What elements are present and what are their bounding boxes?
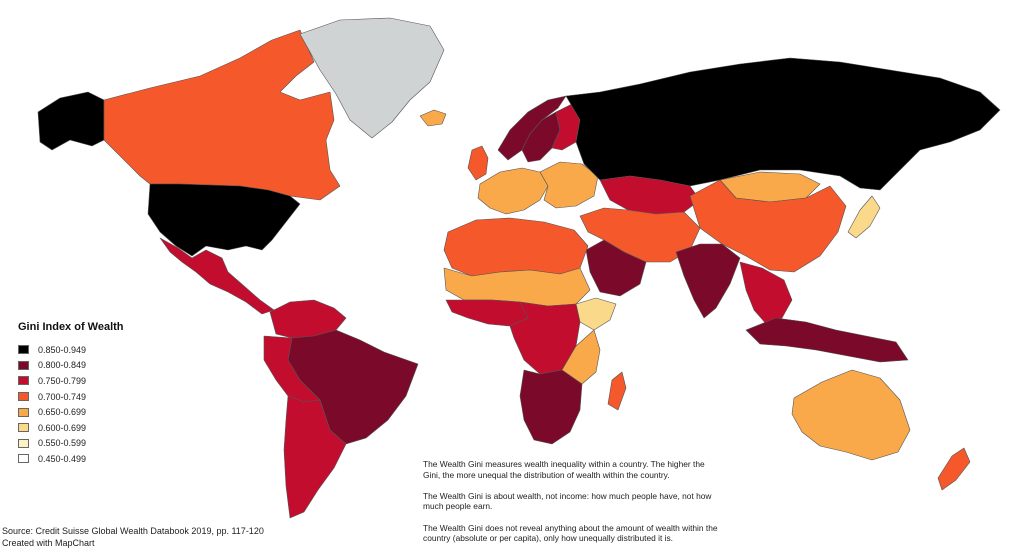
legend-item: 0.650-0.699 [18, 404, 168, 420]
legend-item: 0.700-0.749 [18, 389, 168, 405]
region-west-africa [445, 299, 529, 327]
legend-item: 0.550-0.599 [18, 436, 168, 452]
legend-label: 0.700-0.749 [38, 391, 87, 402]
region-china [689, 179, 847, 273]
legend-swatch [18, 392, 29, 402]
region-north-africa [443, 217, 589, 277]
legend-swatch [18, 407, 29, 417]
legend-item: 0.600-0.699 [18, 420, 168, 436]
region-colombia-venezuela [269, 299, 347, 339]
legend-swatch [18, 438, 29, 448]
legend-swatch [18, 360, 29, 370]
region-india [675, 243, 741, 319]
legend-swatch [18, 423, 29, 433]
region-southeast-asia [739, 261, 793, 327]
legend-item: 0.800-0.849 [18, 358, 168, 374]
legend-label: 0.600-0.699 [38, 422, 87, 433]
region-greenland [299, 17, 445, 139]
legend-swatch [18, 376, 29, 386]
region-saudi-arabia [585, 239, 647, 297]
region-indonesia [745, 317, 909, 363]
source-credit: Source: Credit Suisse Global Wealth Data… [2, 526, 264, 549]
region-canada [103, 29, 341, 201]
region-chile-argentina [283, 395, 347, 519]
explanatory-notes: The Wealth Gini measures wealth inequali… [423, 459, 723, 554]
legend-item: 0.750-0.799 [18, 373, 168, 389]
region-russia [565, 57, 1001, 191]
region-eastern-europe [539, 161, 599, 209]
legend-label: 0.650-0.699 [38, 407, 87, 418]
legend-label: 0.750-0.799 [38, 375, 87, 386]
legend-label: 0.550-0.599 [38, 438, 87, 449]
region-iceland [419, 109, 447, 127]
region-united-states [147, 183, 301, 257]
region-new-zealand [937, 447, 971, 491]
region-united-kingdom [467, 145, 489, 181]
legend-label: 0.850-0.949 [38, 344, 87, 355]
legend: Gini Index of Wealth 0.850-0.949 0.800-0… [18, 321, 168, 467]
region-australia [791, 369, 911, 461]
created-with-line: Created with MapChart [2, 537, 95, 548]
region-southern-africa [519, 369, 583, 445]
legend-item: 0.450-0.499 [18, 451, 168, 467]
legend-item: 0.850-0.949 [18, 342, 168, 358]
region-norway [497, 95, 567, 161]
legend-swatch [18, 345, 29, 355]
region-madagascar [607, 371, 627, 411]
legend-label: 0.800-0.849 [38, 360, 87, 371]
region-kazakhstan [599, 175, 701, 215]
note-paragraph: The Wealth Gini measures wealth inequali… [423, 459, 705, 480]
legend-label: 0.450-0.499 [38, 453, 87, 464]
region-alaska [37, 91, 105, 151]
legend-title: Gini Index of Wealth [18, 321, 124, 333]
region-western-europe [477, 167, 549, 215]
region-japan [847, 195, 881, 239]
legend-swatch [18, 454, 29, 464]
note-paragraph: The Wealth Gini does not reveal anything… [423, 522, 718, 544]
note-paragraph: The Wealth Gini is about wealth, not inc… [423, 490, 712, 512]
source-line: Source: Credit Suisse Global Wealth Data… [2, 526, 264, 536]
region-horn-of-africa [575, 297, 617, 331]
region-mexico-central-america [159, 237, 275, 315]
